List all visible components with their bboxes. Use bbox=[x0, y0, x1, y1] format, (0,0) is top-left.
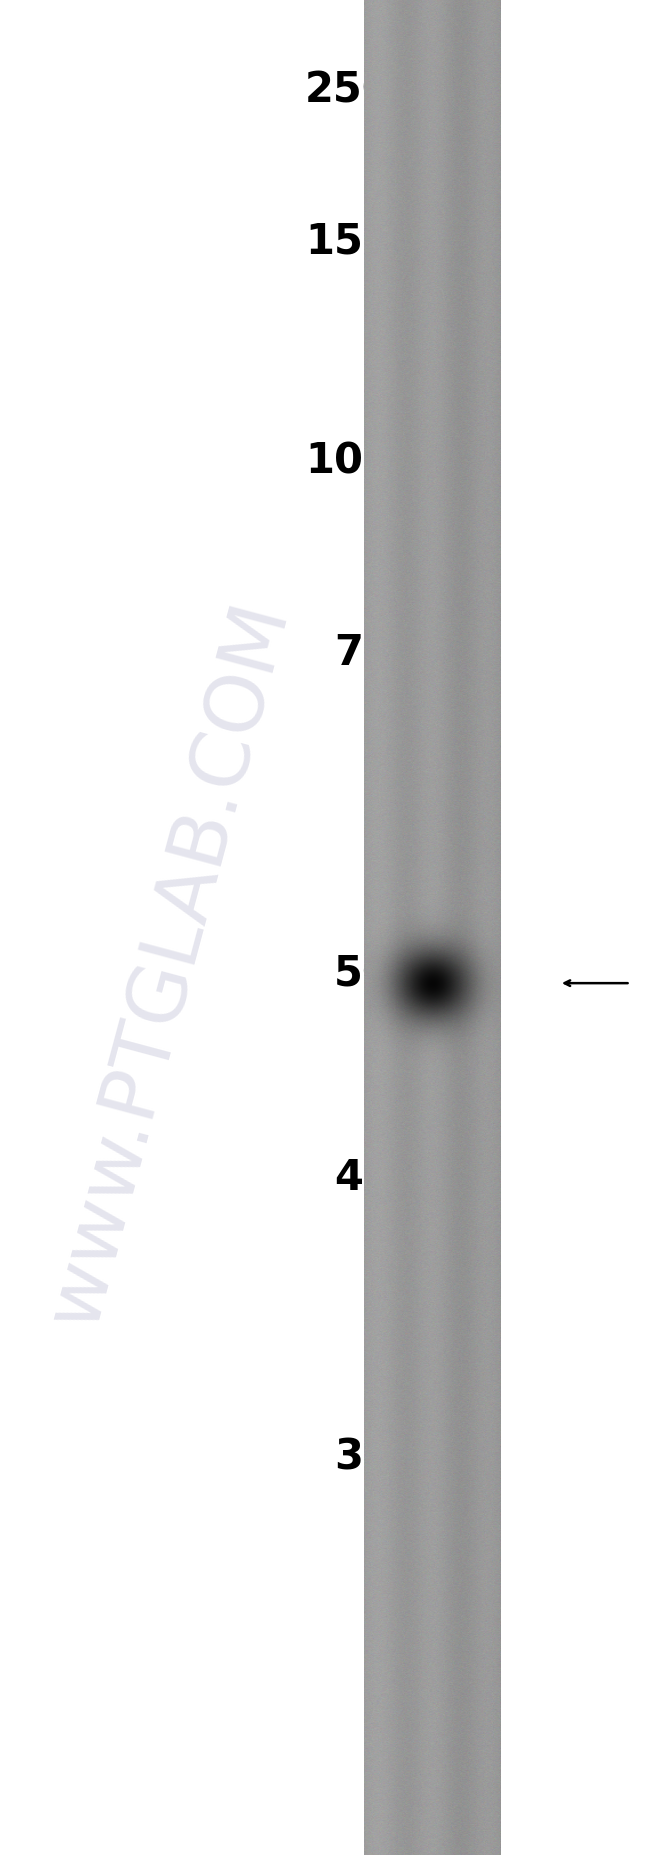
Text: 50kd→: 50kd→ bbox=[334, 953, 484, 994]
Text: 150kd→: 150kd→ bbox=[305, 221, 484, 262]
Text: 70kd→: 70kd→ bbox=[334, 633, 484, 673]
Text: 30kd→: 30kd→ bbox=[334, 1436, 484, 1477]
Text: 100kd→: 100kd→ bbox=[305, 440, 484, 480]
Text: 250kd→: 250kd→ bbox=[305, 69, 484, 109]
Text: www.PTGLAB.COM: www.PTGLAB.COM bbox=[34, 594, 304, 1336]
Text: 40kd→: 40kd→ bbox=[334, 1158, 484, 1198]
